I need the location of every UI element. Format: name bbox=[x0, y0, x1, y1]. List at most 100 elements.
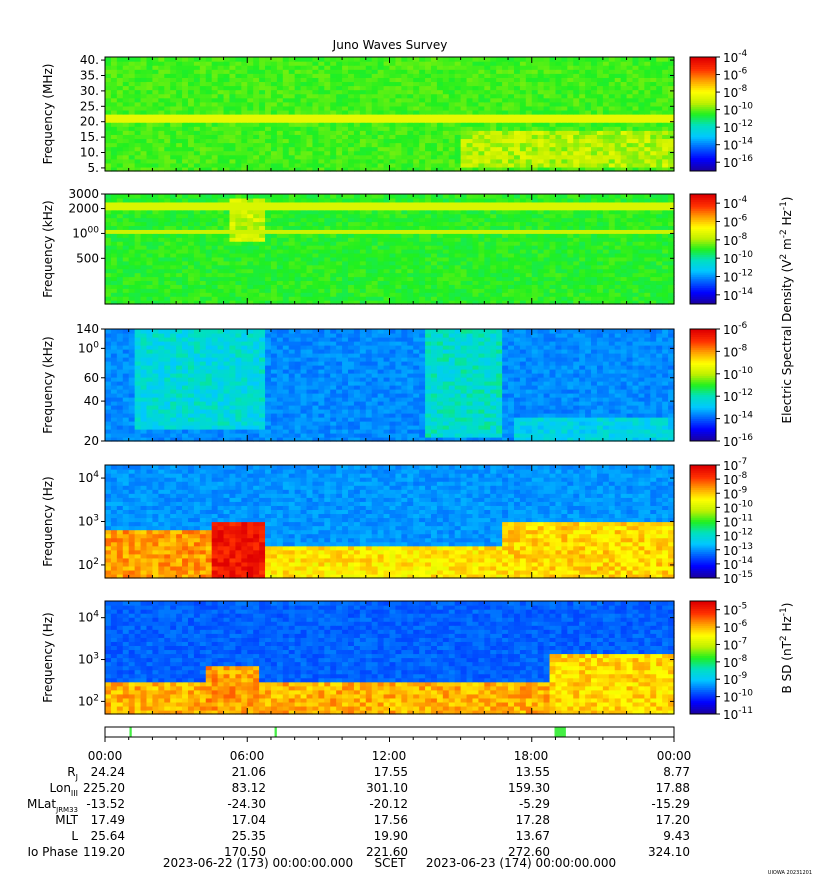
heatmap-cell bbox=[211, 249, 219, 254]
heatmap-cell bbox=[525, 77, 533, 83]
heatmap-cell bbox=[620, 280, 628, 285]
heatmap-cell bbox=[152, 65, 159, 70]
heatmap-cell bbox=[579, 146, 586, 152]
heatmap-cell bbox=[288, 166, 296, 172]
heatmap-cell bbox=[585, 146, 592, 152]
heatmap-cell bbox=[496, 150, 503, 156]
heatmap-cell bbox=[555, 292, 562, 297]
heatmap-cell bbox=[413, 225, 420, 230]
heatmap-cell bbox=[419, 256, 426, 262]
heatmap-cell bbox=[170, 264, 177, 270]
heatmap-cell bbox=[454, 272, 462, 278]
heatmap-cell bbox=[490, 93, 497, 99]
heatmap-cell bbox=[602, 126, 610, 131]
heatmap-cell bbox=[407, 296, 414, 301]
heatmap-cell bbox=[365, 268, 373, 274]
heatmap-cell bbox=[585, 154, 592, 160]
heatmap-cell bbox=[105, 154, 112, 160]
heatmap-cell bbox=[318, 233, 325, 238]
heatmap-cell bbox=[513, 158, 521, 164]
heatmap-cell bbox=[537, 142, 545, 148]
heatmap-cell bbox=[306, 93, 314, 99]
heatmap-cell bbox=[549, 225, 557, 230]
heatmap-cell bbox=[614, 109, 622, 115]
heatmap-cell bbox=[579, 166, 586, 172]
heatmap-cell bbox=[217, 213, 225, 219]
heatmap-cell bbox=[116, 217, 124, 223]
heatmap-cell bbox=[531, 114, 539, 119]
heatmap-cell bbox=[448, 89, 456, 95]
heatmap-cell bbox=[401, 284, 408, 289]
heatmap-cell bbox=[259, 241, 266, 246]
heatmap-cell bbox=[525, 252, 533, 258]
heatmap-cell bbox=[164, 69, 171, 74]
heatmap-cell bbox=[306, 237, 314, 242]
heatmap-cell bbox=[620, 77, 628, 83]
heatmap-cell bbox=[140, 89, 148, 95]
heatmap-cell bbox=[454, 114, 462, 119]
heatmap-cell bbox=[199, 138, 207, 144]
heatmap-cell bbox=[596, 276, 604, 282]
heatmap-cell bbox=[164, 233, 171, 238]
heatmap-cell bbox=[543, 130, 551, 135]
heatmap-cell bbox=[312, 101, 319, 107]
heatmap-cell bbox=[496, 221, 503, 227]
heatmap-cell bbox=[312, 229, 319, 234]
heatmap-cell bbox=[336, 252, 343, 258]
heatmap-cell bbox=[365, 252, 373, 258]
heatmap-cell bbox=[265, 217, 272, 223]
heatmap-cell bbox=[152, 284, 159, 289]
heatmap-cell bbox=[662, 105, 669, 111]
heatmap-cell bbox=[152, 142, 159, 148]
heatmap-cell bbox=[324, 229, 331, 234]
heatmap-cell bbox=[259, 150, 266, 156]
heatmap-cell bbox=[259, 225, 266, 230]
heatmap-cell bbox=[110, 249, 118, 254]
heatmap-cell bbox=[182, 272, 189, 278]
colorbar-swatch bbox=[690, 157, 716, 161]
heatmap-cell bbox=[626, 57, 634, 62]
heatmap-cell bbox=[377, 225, 385, 230]
heatmap-cell bbox=[330, 264, 337, 270]
heatmap-cell bbox=[306, 249, 314, 254]
heatmap-cell bbox=[229, 57, 236, 62]
heatmap-cell bbox=[668, 288, 675, 293]
heatmap-cell bbox=[614, 89, 622, 95]
heatmap-cell bbox=[276, 260, 284, 266]
heatmap-cell bbox=[122, 245, 130, 250]
heatmap-cell bbox=[602, 138, 610, 144]
heatmap-cell bbox=[543, 89, 551, 95]
heatmap-cell bbox=[519, 264, 527, 270]
heatmap-cell bbox=[247, 105, 254, 111]
heatmap-cell bbox=[389, 166, 397, 172]
heatmap-cell bbox=[484, 245, 491, 250]
heatmap-cell bbox=[525, 280, 533, 285]
heatmap-cell bbox=[460, 109, 468, 115]
heatmap-cell bbox=[525, 292, 533, 297]
heatmap-cell bbox=[460, 134, 468, 140]
heatmap-cell bbox=[265, 292, 272, 297]
heatmap-cell bbox=[253, 233, 260, 238]
heatmap-cell bbox=[259, 158, 266, 164]
heatmap-cell bbox=[425, 97, 432, 103]
heatmap-cell bbox=[110, 77, 118, 83]
heatmap-cell bbox=[442, 126, 450, 131]
heatmap-cell bbox=[330, 280, 337, 285]
heatmap-cell bbox=[519, 288, 527, 293]
heatmap-cell bbox=[442, 280, 450, 285]
heatmap-cell bbox=[591, 61, 598, 66]
heatmap-cell bbox=[164, 93, 171, 99]
heatmap-cell bbox=[247, 69, 254, 74]
heatmap-cell bbox=[585, 61, 592, 66]
heatmap-cell bbox=[288, 252, 296, 258]
heatmap-cell bbox=[513, 73, 521, 78]
heatmap-cell bbox=[430, 154, 438, 160]
heatmap-cell bbox=[472, 61, 480, 66]
heatmap-cell bbox=[342, 260, 349, 266]
heatmap-cell bbox=[306, 260, 314, 266]
heatmap-cell bbox=[300, 69, 308, 74]
heatmap-cell bbox=[105, 150, 112, 156]
heatmap-cell bbox=[253, 77, 260, 83]
heatmap-cell bbox=[134, 89, 142, 95]
heatmap-cell bbox=[436, 130, 444, 135]
